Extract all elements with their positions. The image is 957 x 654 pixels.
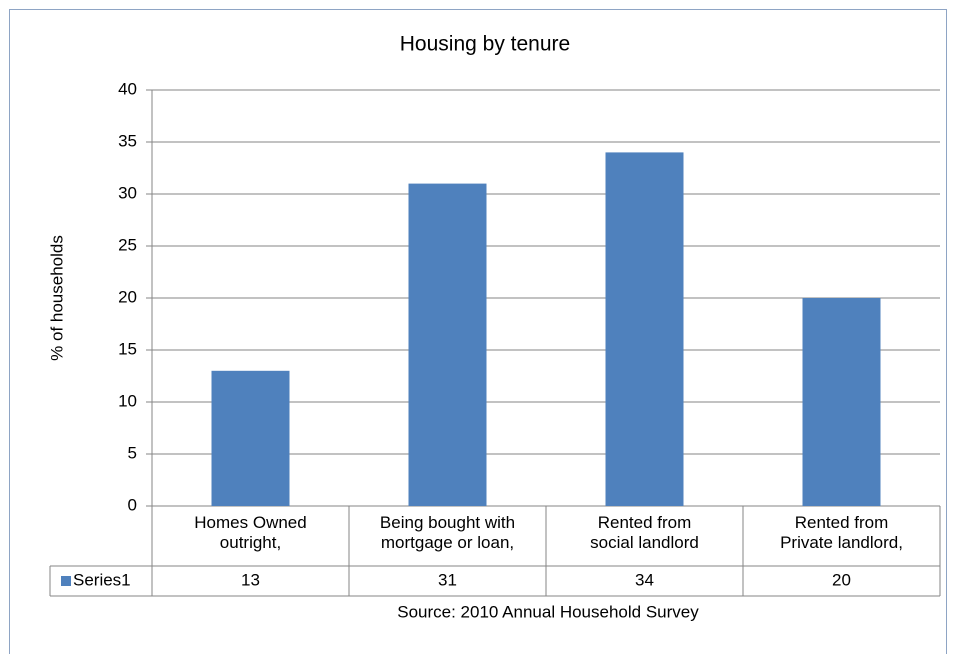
bar [408, 183, 487, 506]
data-table-value: 13 [241, 570, 260, 589]
y-tick-label: 25 [118, 235, 137, 254]
chart-title: Housing by tenure [400, 33, 570, 56]
y-tick-label: 0 [128, 495, 137, 514]
data-table-value: 34 [635, 570, 654, 589]
bar [211, 370, 290, 506]
y-tick-label: 5 [128, 443, 137, 462]
source-note: Source: 2010 Annual Household Survey [397, 602, 699, 621]
y-tick-label: 35 [118, 131, 137, 150]
data-table-value: 31 [438, 570, 457, 589]
x-tick-label: Rented from social landlord [590, 513, 699, 552]
x-tick-label: Homes Owned outright, [194, 513, 306, 552]
y-tick-label: 30 [118, 183, 137, 202]
y-tick-label: 10 [118, 391, 137, 410]
bar [605, 152, 684, 506]
data-table-value: 20 [832, 570, 851, 589]
bar [802, 298, 881, 506]
legend-swatch [61, 576, 71, 586]
legend-label: Series1 [73, 570, 131, 589]
x-tick-label: Being bought with mortgage or loan, [380, 513, 515, 552]
y-tick-label: 15 [118, 339, 137, 358]
y-axis-label: % of households [47, 235, 66, 361]
x-tick-label: Rented from Private landlord, [780, 513, 903, 552]
y-tick-label: 40 [118, 79, 137, 98]
y-tick-label: 20 [118, 287, 137, 306]
